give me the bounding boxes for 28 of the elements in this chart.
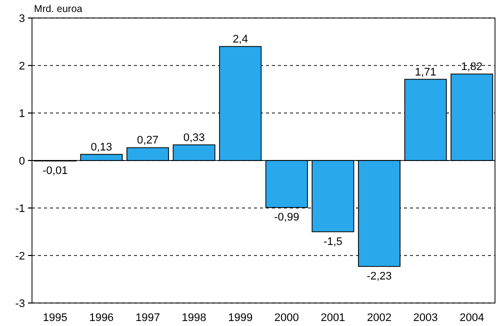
data-label: -1,5: [323, 236, 342, 248]
x-tick-label: 1997: [136, 312, 160, 324]
x-tick-label: 1995: [42, 312, 68, 324]
x-tick-label: 1996: [89, 312, 114, 324]
x-tick-label: 1998: [182, 312, 206, 324]
data-label: 0,27: [137, 134, 158, 147]
data-label: 1,82: [461, 61, 483, 74]
x-tick-label: 2001: [320, 312, 346, 324]
data-label: 0,13: [90, 141, 112, 154]
x-tick-label: 1999: [228, 312, 253, 324]
y-tick-label: 0: [18, 156, 25, 168]
data-label: 0,33: [183, 132, 205, 144]
y-tick-label: -1: [15, 203, 25, 215]
x-tick-label: 2002: [367, 312, 392, 324]
y-tick-label: 3: [18, 13, 25, 25]
y-tick-label: -3: [15, 298, 25, 310]
data-label: -2,23: [366, 270, 392, 282]
x-tick-label: 2004: [460, 312, 484, 324]
y-tick-label: -2: [15, 250, 25, 262]
data-label: 2,4: [232, 34, 248, 46]
data-label: 1,71: [414, 66, 436, 78]
y-tick-label: 2: [18, 60, 25, 72]
y-tick-label: 1: [18, 108, 25, 120]
data-label: -0,99: [274, 212, 300, 224]
x-tick-label: 2000: [274, 312, 299, 324]
x-tick-label: 2003: [413, 312, 438, 324]
data-label: -0,01: [42, 164, 68, 177]
y-axis-title: Mrd. euroa: [34, 4, 83, 15]
